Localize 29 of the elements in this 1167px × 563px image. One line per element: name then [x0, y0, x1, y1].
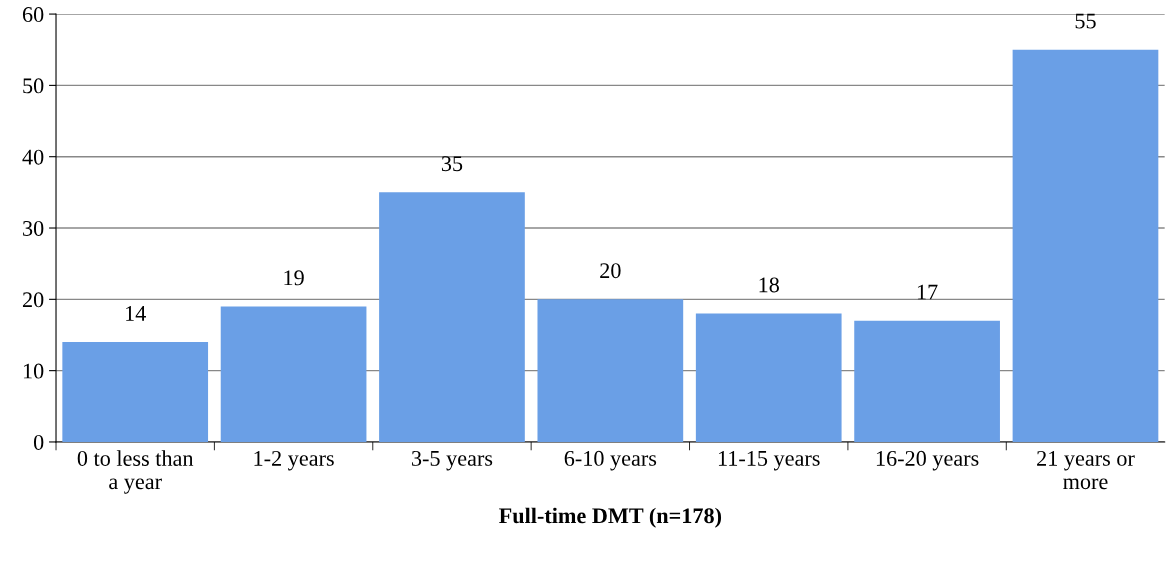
data-label: 55 [1075, 13, 1096, 29]
x-tick-label: 11-15 years [718, 450, 820, 471]
y-tick-label: 10 [23, 363, 44, 379]
data-label: 19 [284, 270, 304, 286]
data-label: 35 [441, 156, 463, 172]
x-tick-label: 21 years or more [1037, 450, 1135, 490]
y-tick-label: 0 [33, 434, 44, 450]
x-tick-label: 3-5 years [411, 450, 493, 471]
y-tick-label: 60 [22, 7, 44, 22]
data-label: 18 [759, 277, 779, 293]
bar [537, 299, 684, 442]
x-axis-title: Full-time DMT (n=178) [499, 507, 722, 528]
data-label: 17 [917, 284, 938, 300]
x-tick-label: 6-10 years [564, 450, 657, 471]
x-tick-label: 0 to less than a year [77, 450, 194, 494]
x-tick-label: 1-2 years [254, 450, 334, 471]
y-tick-label: 20 [22, 292, 44, 308]
bar [854, 320, 1000, 442]
y-tick-label: 40 [22, 149, 44, 165]
bar [62, 342, 209, 442]
data-label: 14 [126, 306, 146, 321]
bar [379, 192, 525, 442]
bar [695, 313, 842, 442]
bar [220, 306, 367, 442]
bar [1012, 49, 1159, 442]
y-tick-label: 50 [23, 78, 44, 94]
y-tick-label: 30 [23, 220, 44, 236]
data-label: 20 [600, 263, 621, 279]
x-tick-label: 16-20 years [876, 450, 979, 471]
